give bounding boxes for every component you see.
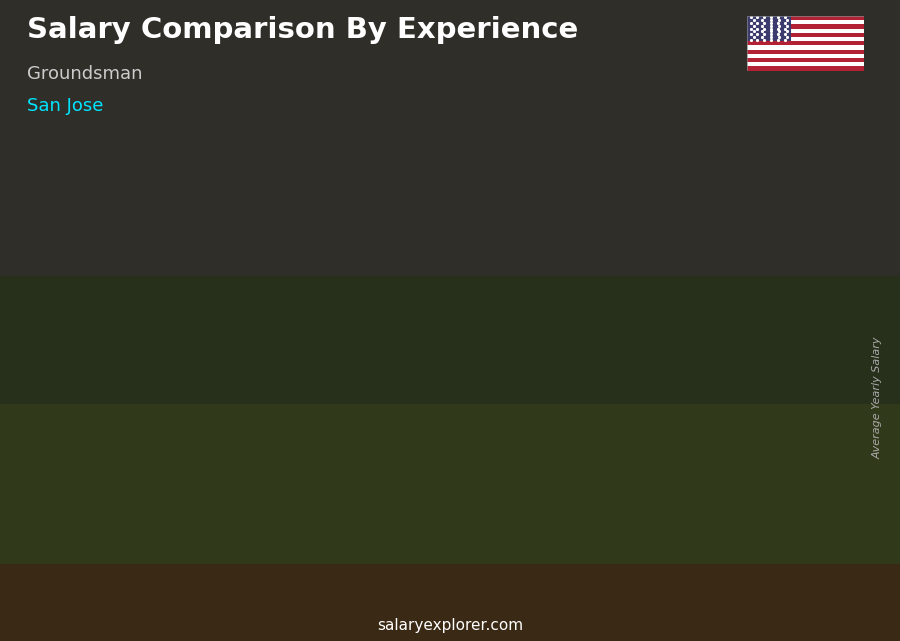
Text: Salary Comparison By Experience: Salary Comparison By Experience (27, 16, 578, 44)
Text: +22%: +22% (413, 280, 472, 298)
Bar (344, 377, 418, 564)
Bar (0, 564, 900, 641)
Text: +48%: +48% (290, 320, 348, 338)
FancyBboxPatch shape (344, 375, 424, 380)
FancyBboxPatch shape (417, 377, 424, 564)
Bar (0, 404, 900, 577)
Bar (747, 24, 864, 29)
Bar (747, 49, 864, 54)
Bar (0, 0, 900, 288)
Bar (220, 438, 294, 564)
Bar (747, 62, 864, 66)
Bar (747, 46, 864, 49)
Text: 30,800 USD: 30,800 USD (256, 362, 338, 374)
Bar (747, 16, 791, 41)
FancyBboxPatch shape (170, 469, 178, 564)
FancyBboxPatch shape (662, 315, 670, 564)
Text: 40,900 USD: 40,900 USD (502, 300, 584, 313)
Text: +9%: +9% (543, 262, 589, 280)
Text: 37,500 USD: 37,500 USD (379, 320, 461, 334)
FancyBboxPatch shape (713, 292, 793, 299)
Text: Groundsman: Groundsman (27, 65, 142, 83)
Bar (713, 295, 788, 564)
Bar (747, 41, 864, 46)
Bar (747, 54, 864, 58)
Text: salaryexplorer.com: salaryexplorer.com (377, 619, 523, 633)
FancyBboxPatch shape (786, 295, 793, 564)
Text: +34%: +34% (167, 390, 225, 408)
Bar (747, 66, 864, 71)
Text: 44,300 USD: 44,300 USD (626, 279, 707, 292)
Text: San Jose: San Jose (27, 97, 104, 115)
Bar (747, 33, 864, 37)
Text: Average Yearly Salary: Average Yearly Salary (872, 336, 883, 459)
Bar (747, 58, 864, 62)
FancyBboxPatch shape (540, 336, 547, 564)
Bar (0, 276, 900, 417)
Bar (467, 336, 541, 564)
Bar (98, 469, 172, 564)
FancyBboxPatch shape (590, 313, 670, 320)
FancyBboxPatch shape (220, 437, 301, 440)
Text: 15,600 USD: 15,600 USD (10, 454, 92, 467)
Bar (747, 21, 864, 24)
FancyBboxPatch shape (293, 438, 301, 564)
FancyBboxPatch shape (98, 469, 178, 471)
Bar (590, 315, 664, 564)
Text: +8%: +8% (666, 245, 712, 263)
Bar (747, 16, 864, 21)
Bar (747, 37, 864, 41)
FancyBboxPatch shape (467, 334, 547, 340)
Text: 20,800 USD: 20,800 USD (132, 422, 215, 435)
Bar (747, 29, 864, 33)
